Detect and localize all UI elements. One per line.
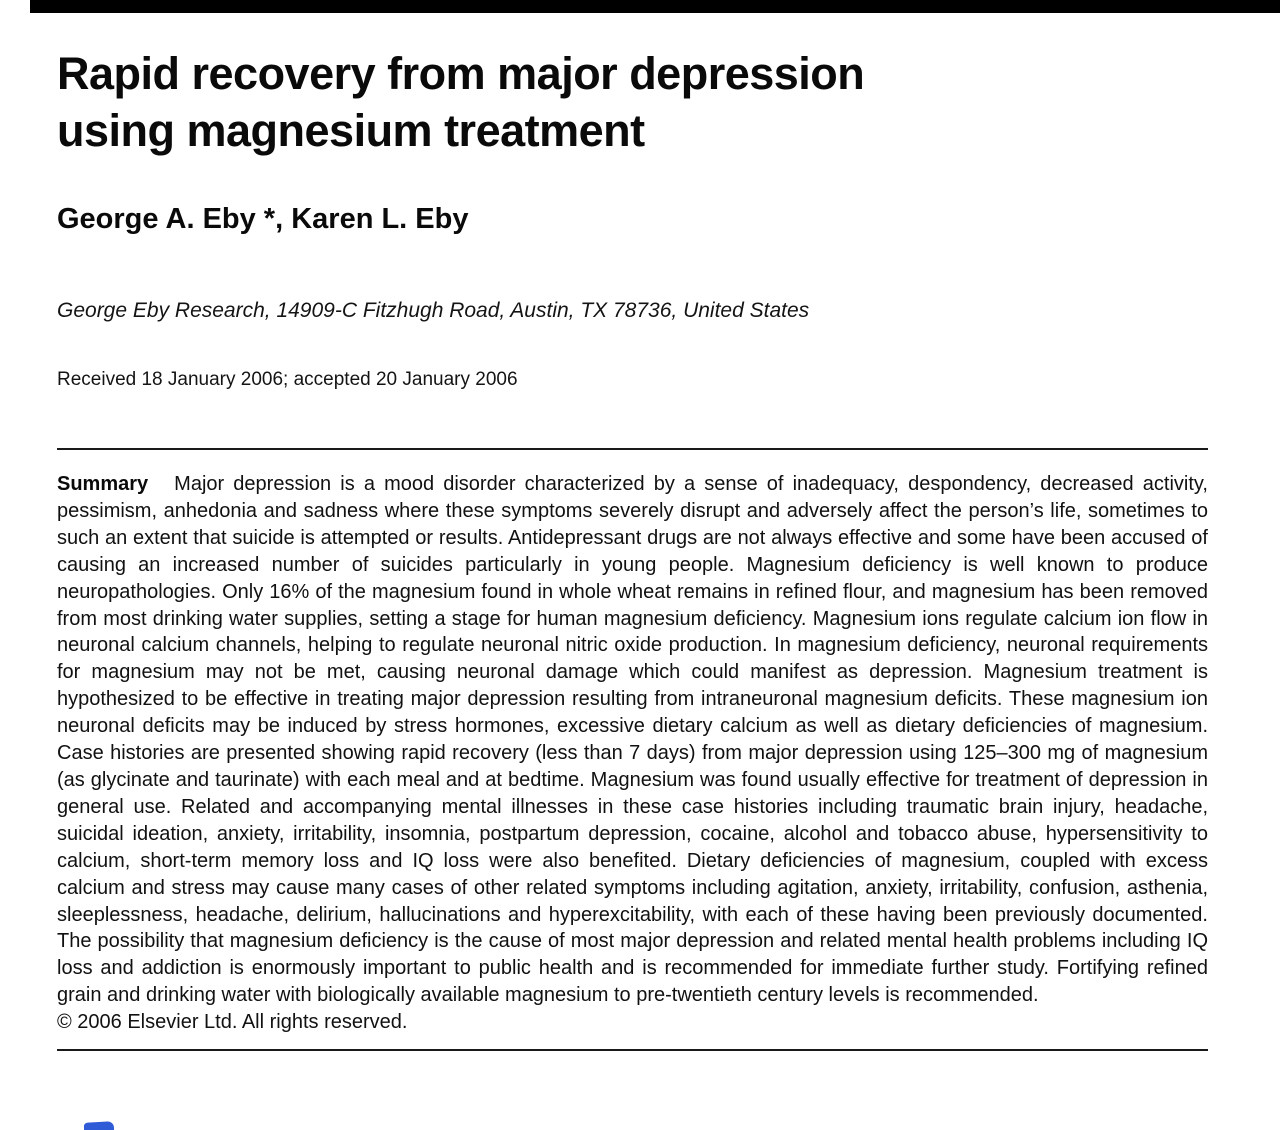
page-title-line2: using magnesium treatment — [57, 105, 645, 156]
summary-paragraph: Summary Major depression is a mood disord… — [57, 471, 1208, 1009]
top-rule — [57, 448, 1208, 450]
cutoff-blue-mark — [84, 1120, 116, 1130]
article-content: Rapid recovery from major depression usi… — [57, 13, 1208, 1052]
summary-text: Major depression is a mood disorder char… — [57, 473, 1208, 1007]
authors-line: George A. Eby *, Karen L. Eby — [57, 203, 469, 235]
top-black-bar — [30, 0, 1280, 13]
bottom-rule — [57, 1049, 1208, 1052]
affiliation-line: George Eby Research, 14909-C Fitzhugh Ro… — [57, 299, 810, 322]
copyright-line: © 2006 Elsevier Ltd. All rights reserved… — [57, 1011, 408, 1034]
summary-label: Summary — [57, 473, 149, 495]
page-title-line1: Rapid recovery from major depression — [57, 48, 865, 99]
received-accepted-line: Received 18 January 2006; accepted 20 Ja… — [57, 369, 518, 390]
page-title: Rapid recovery from major depression usi… — [57, 45, 1208, 159]
